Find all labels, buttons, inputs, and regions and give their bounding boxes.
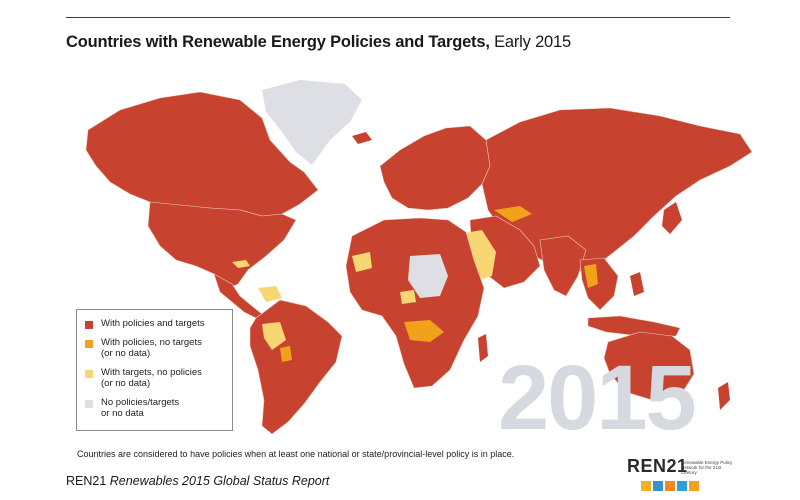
region-turkey-area bbox=[494, 206, 532, 222]
region-southern-africa-policies bbox=[404, 320, 444, 342]
region-iceland bbox=[352, 132, 372, 144]
region-west-africa-targets bbox=[352, 252, 372, 272]
region-venezuela bbox=[258, 286, 282, 302]
map-legend: With policies and targets With policies,… bbox=[76, 309, 233, 431]
world-map bbox=[0, 70, 800, 440]
region-myanmar-laos bbox=[584, 264, 598, 288]
legend-item-policies-and-targets: With policies and targets bbox=[85, 318, 226, 329]
water-icon bbox=[653, 481, 663, 491]
logo-name: REN21 bbox=[627, 456, 688, 476]
region-north-america-south bbox=[147, 201, 297, 293]
region-paraguay bbox=[280, 346, 292, 362]
legend-item-no-data: No policies/targets or no data bbox=[85, 397, 226, 419]
power-icon bbox=[665, 481, 675, 491]
leaf-icon bbox=[689, 481, 699, 491]
region-europe bbox=[379, 125, 491, 211]
region-caribbean bbox=[232, 260, 250, 268]
region-central-africa-targets bbox=[400, 290, 416, 304]
legend-swatch bbox=[85, 400, 93, 408]
wave-icon bbox=[677, 481, 687, 491]
region-japan bbox=[662, 202, 682, 234]
legend-label: With policies, no targets (or no data) bbox=[101, 337, 202, 359]
year-watermark: 2015 bbox=[498, 347, 697, 449]
sun-icon bbox=[641, 481, 651, 491]
region-india bbox=[539, 235, 587, 297]
region-africa bbox=[345, 217, 485, 389]
region-australia bbox=[603, 331, 695, 401]
region-greenland bbox=[262, 80, 362, 165]
title-main: Countries with Renewable Energy Policies… bbox=[66, 33, 490, 51]
map-title: Countries with Renewable Energy Policies… bbox=[66, 33, 571, 52]
legend-item-policies-no-targets: With policies, no targets (or no data) bbox=[85, 337, 226, 359]
legend-swatch bbox=[85, 340, 93, 348]
footnote: Countries are considered to have policie… bbox=[77, 449, 515, 459]
legend-label: No policies/targets or no data bbox=[101, 397, 180, 419]
region-south-america bbox=[249, 299, 343, 435]
region-indonesia bbox=[587, 315, 681, 337]
region-new-zealand bbox=[718, 382, 730, 410]
region-philippines bbox=[630, 272, 644, 296]
region-madagascar bbox=[478, 334, 488, 362]
legend-label: With targets, no policies (or no data) bbox=[101, 367, 202, 389]
legend-item-targets-no-policies: With targets, no policies (or no data) bbox=[85, 367, 226, 389]
region-bolivia bbox=[262, 322, 286, 350]
legend-swatch bbox=[85, 321, 93, 329]
region-north-america-north bbox=[85, 91, 319, 217]
source-org: REN21 bbox=[66, 474, 107, 488]
logo-icons bbox=[641, 481, 699, 491]
legend-label: With policies and targets bbox=[101, 318, 205, 329]
ren21-logo: REN21 Renewable Energy Policy Network fo… bbox=[627, 456, 737, 496]
top-rule bbox=[66, 17, 730, 18]
title-date: Early 2015 bbox=[489, 33, 571, 51]
source-report: Renewables 2015 Global Status Report bbox=[109, 474, 330, 488]
legend-swatch bbox=[85, 370, 93, 378]
region-africa-no-data bbox=[408, 254, 448, 298]
world-map-svg bbox=[85, 80, 753, 435]
logo-tagline: Renewable Energy Policy Network for the … bbox=[681, 460, 733, 475]
source-line: REN21 Renewables 2015 Global Status Repo… bbox=[66, 474, 329, 488]
